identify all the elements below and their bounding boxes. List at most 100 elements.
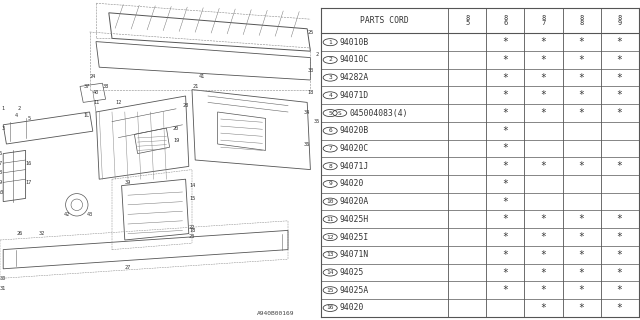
Text: 8
6: 8 6 [503,15,508,27]
Text: 28: 28 [182,103,189,108]
Text: 9: 9 [0,180,1,185]
Text: 16: 16 [26,161,32,166]
Text: *: * [617,108,623,118]
Text: *: * [579,268,584,277]
Text: 19: 19 [173,138,179,143]
Text: 16: 16 [326,306,334,310]
Text: 31: 31 [0,285,6,291]
Text: 11: 11 [93,100,99,105]
Text: *: * [502,126,508,136]
Text: 20: 20 [173,125,179,131]
Text: *: * [579,37,584,47]
Text: 4: 4 [15,113,17,118]
Text: *: * [579,73,584,83]
Text: 6: 6 [0,151,1,156]
Text: *: * [502,268,508,277]
Text: 8: 8 [328,164,332,169]
Text: 045004083(4): 045004083(4) [349,108,408,117]
Text: 7: 7 [0,161,1,166]
Text: 25: 25 [307,29,314,35]
Text: *: * [541,285,547,295]
Text: *: * [617,161,623,171]
Text: 2: 2 [18,106,20,111]
Text: 39: 39 [125,180,131,185]
Text: *: * [617,37,623,47]
Text: *: * [617,55,623,65]
Text: *: * [579,108,584,118]
Text: S: S [338,110,342,116]
Text: 17: 17 [26,180,32,185]
Text: *: * [502,90,508,100]
Text: *: * [502,214,508,224]
Text: 11: 11 [326,217,334,222]
Text: 94025I: 94025I [340,233,369,242]
Text: 3: 3 [328,75,332,80]
Text: *: * [541,250,547,260]
Text: *: * [502,108,508,118]
Text: 1L: 1L [83,113,90,118]
Text: *: * [617,73,623,83]
Text: *: * [541,214,547,224]
Text: 1: 1 [2,106,4,111]
Text: 6: 6 [328,128,332,133]
Text: *: * [541,37,547,47]
Text: 5: 5 [28,116,30,121]
Text: *: * [541,55,547,65]
Text: *: * [502,179,508,189]
Text: 15: 15 [326,288,334,293]
Text: *: * [502,250,508,260]
Text: 7: 7 [328,146,332,151]
Text: 14: 14 [326,270,334,275]
Text: *: * [579,232,584,242]
Text: 8
7: 8 7 [541,15,546,27]
Text: 27: 27 [125,265,131,270]
Text: A940B00169: A940B00169 [257,311,294,316]
Text: *: * [579,161,584,171]
Text: 18: 18 [189,228,195,233]
Text: 10: 10 [326,199,334,204]
Text: 32: 32 [38,231,45,236]
Text: *: * [617,90,623,100]
Text: 94071D: 94071D [340,91,369,100]
Text: 94020: 94020 [340,303,364,312]
Text: *: * [579,90,584,100]
Text: 23: 23 [189,234,195,239]
Text: 22: 22 [189,225,195,230]
Text: 33: 33 [307,68,314,73]
Text: 94020B: 94020B [340,126,369,135]
Text: 12: 12 [326,235,334,240]
Text: 5: 5 [328,110,332,116]
Text: 12: 12 [115,100,122,105]
Text: 94020A: 94020A [340,197,369,206]
Text: 37: 37 [83,84,90,89]
Text: *: * [541,90,547,100]
Text: 9: 9 [328,181,332,187]
Text: *: * [502,161,508,171]
Text: *: * [541,161,547,171]
Text: 15: 15 [189,196,195,201]
Text: PARTS CORD: PARTS CORD [360,16,409,25]
Text: 8
9: 8 9 [618,15,622,27]
Text: 8
5: 8 5 [465,15,469,27]
Text: *: * [617,250,623,260]
Text: *: * [579,250,584,260]
Text: 36: 36 [304,141,310,147]
Text: 42: 42 [64,212,70,217]
Text: 94071N: 94071N [340,250,369,259]
Text: 13: 13 [326,252,334,257]
Text: 24: 24 [90,74,96,79]
Text: *: * [541,232,547,242]
Text: 10: 10 [0,189,3,195]
Text: 1: 1 [328,40,332,45]
Text: *: * [541,108,547,118]
Text: 3: 3 [2,125,4,131]
Text: *: * [579,214,584,224]
Text: *: * [579,55,584,65]
Text: *: * [502,196,508,207]
Text: 2: 2 [328,57,332,62]
Text: 26: 26 [16,231,22,236]
Text: *: * [502,73,508,83]
Text: 94282A: 94282A [340,73,369,82]
Text: 34: 34 [304,109,310,115]
Text: 21: 21 [192,84,198,89]
